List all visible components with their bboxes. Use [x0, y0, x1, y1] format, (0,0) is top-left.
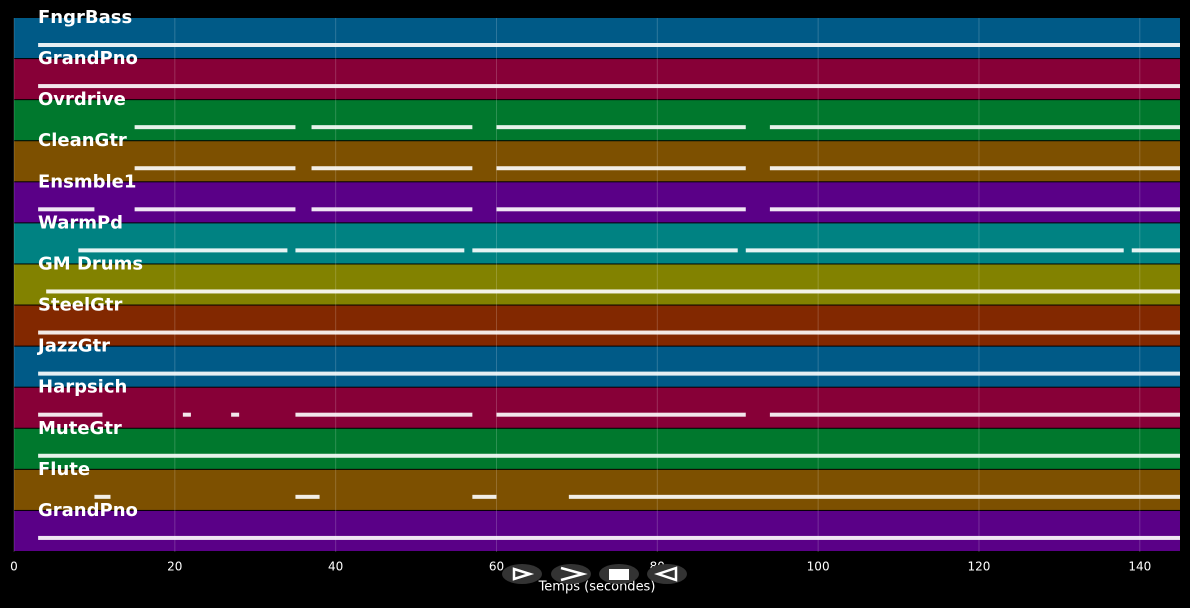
track-name: WarmPd — [38, 212, 123, 233]
track-name: CleanGtr — [38, 130, 127, 151]
track-lane — [14, 182, 1180, 223]
x-tick-label: 140 — [1128, 560, 1151, 574]
rewind-button[interactable] — [647, 564, 687, 584]
note-span — [769, 166, 1180, 171]
track-name: Harpsich — [38, 377, 127, 398]
note-span — [311, 125, 473, 130]
note-span — [496, 412, 746, 417]
track-name: Ovrdrive — [38, 89, 126, 110]
note-span — [311, 166, 473, 171]
note-span — [134, 166, 296, 171]
note-span — [38, 453, 1180, 458]
note-span — [38, 84, 1180, 89]
track-lane — [14, 223, 1180, 264]
track-name: SteelGtr — [38, 295, 123, 316]
note-span — [78, 248, 288, 253]
note-span — [769, 207, 1180, 212]
rewind-icon — [654, 566, 678, 582]
track-lane — [14, 510, 1180, 551]
note-span — [134, 207, 296, 212]
note-span — [496, 207, 746, 212]
note-span — [231, 412, 240, 417]
track-lane — [14, 141, 1180, 182]
note-span — [472, 248, 738, 253]
note-span — [38, 207, 95, 212]
note-span — [568, 494, 1180, 499]
forward-icon — [560, 566, 588, 582]
note-span — [38, 330, 1180, 335]
note-span — [38, 43, 1180, 47]
track-lane — [14, 264, 1180, 305]
note-span — [38, 535, 1180, 540]
track-name: Flute — [38, 459, 90, 480]
play-button[interactable] — [502, 564, 542, 584]
note-span — [496, 166, 746, 171]
note-span — [472, 494, 497, 499]
note-span — [295, 412, 473, 417]
note-span — [496, 125, 746, 130]
play-icon — [512, 567, 535, 581]
track-name: GM Drums — [38, 253, 143, 274]
x-tick-label: 20 — [167, 560, 182, 574]
note-span — [46, 289, 1180, 294]
x-axis-label: Temps (secondes) — [538, 580, 656, 595]
note-span — [745, 248, 1124, 253]
track-name: JazzGtr — [36, 336, 110, 357]
track-lane — [14, 469, 1180, 510]
note-span — [38, 371, 1180, 376]
track-lane — [14, 100, 1180, 141]
track-lane — [14, 428, 1180, 469]
note-span — [94, 494, 111, 499]
track-name: Ensmble1 — [38, 171, 136, 192]
note-span — [134, 125, 296, 130]
x-tick-label: 0 — [10, 560, 18, 574]
track-lane — [14, 346, 1180, 387]
track-name: FngrBass — [38, 7, 132, 28]
note-span — [311, 207, 473, 212]
note-span — [1131, 248, 1180, 253]
stop-icon — [609, 569, 629, 580]
x-tick-label: 100 — [807, 560, 830, 574]
x-tick-label: 120 — [968, 560, 991, 574]
note-span — [769, 412, 1180, 417]
note-span — [295, 248, 465, 253]
track-name: GrandPno — [38, 500, 138, 521]
track-lane — [14, 305, 1180, 346]
note-span — [769, 125, 1180, 130]
track-name: GrandPno — [38, 48, 138, 69]
media-controls — [502, 564, 687, 584]
track-lane — [14, 18, 1180, 59]
x-tick-label: 60 — [489, 560, 504, 574]
note-span — [295, 494, 320, 499]
track-name: MuteGtr — [38, 418, 122, 439]
track-lane — [14, 387, 1180, 428]
note-span — [38, 412, 103, 417]
note-span — [182, 412, 191, 417]
track-lane — [14, 59, 1180, 100]
x-tick-label: 40 — [328, 560, 343, 574]
